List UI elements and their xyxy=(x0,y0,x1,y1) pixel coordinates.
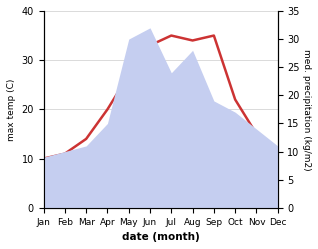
Y-axis label: max temp (C): max temp (C) xyxy=(7,78,16,140)
Y-axis label: med. precipitation (kg/m2): med. precipitation (kg/m2) xyxy=(302,49,311,170)
X-axis label: date (month): date (month) xyxy=(122,232,199,242)
